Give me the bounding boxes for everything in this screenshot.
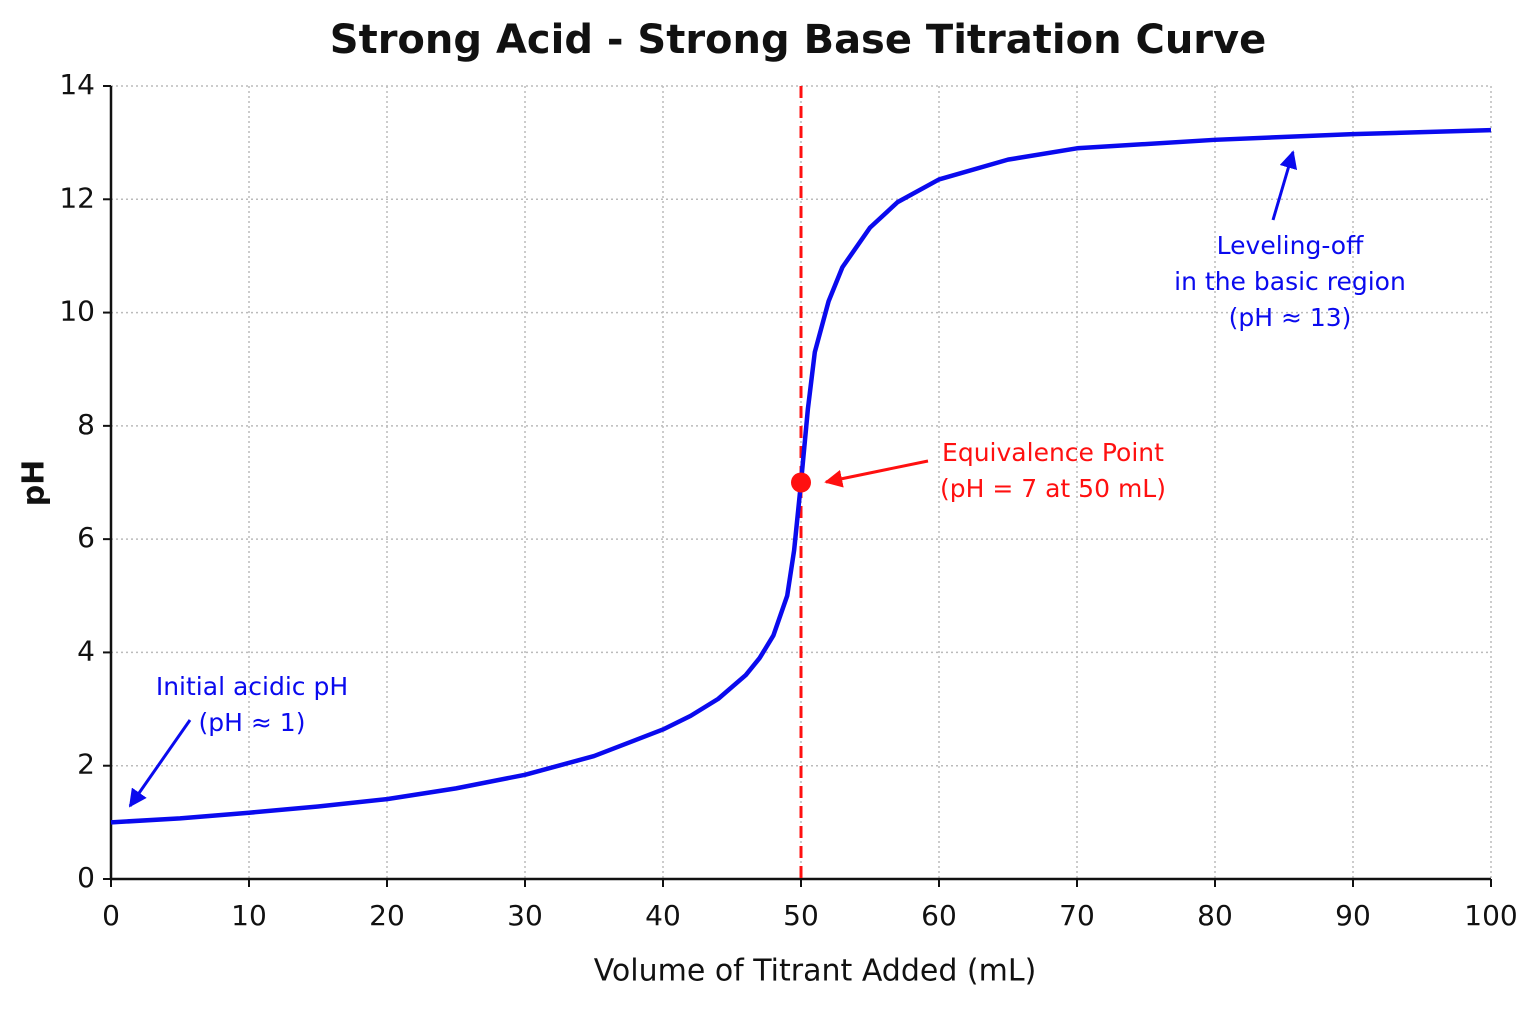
- x-tick-label: 70: [1059, 899, 1095, 932]
- x-tick-label: 20: [369, 899, 405, 932]
- x-tick-label: 30: [507, 899, 543, 932]
- x-tick-label: 0: [102, 899, 120, 932]
- titration-curve: [110, 127, 1492, 825]
- annotation-arrow: [1271, 150, 1298, 221]
- y-tick-label: 8: [77, 408, 95, 441]
- annotation-arrow: [824, 459, 929, 488]
- annotation-text: Equivalence Point: [942, 438, 1164, 467]
- y-tick-label: 4: [77, 634, 95, 667]
- y-tick-label: 6: [77, 521, 95, 554]
- x-axis-label: Volume of Titrant Added (mL): [594, 954, 1037, 989]
- y-tick-label: 14: [59, 68, 95, 101]
- annotation-arrow: [128, 719, 192, 808]
- annotation-text: (pH ≈ 1): [199, 708, 306, 737]
- chart-title: Strong Acid - Strong Base Titration Curv…: [330, 17, 1266, 63]
- y-axis-label: pH: [17, 460, 52, 507]
- y-tick-label: 0: [77, 861, 95, 894]
- annotation-text: (pH ≈ 13): [1229, 303, 1352, 332]
- x-tick-label: 60: [921, 899, 957, 932]
- x-tick-label: 100: [1464, 899, 1517, 932]
- x-tick-label: 90: [1335, 899, 1371, 932]
- annotation-text: in the basic region: [1174, 267, 1406, 296]
- x-tick-label: 40: [645, 899, 681, 932]
- annotation-text: Leveling-off: [1217, 231, 1364, 260]
- x-tick-label: 50: [783, 899, 819, 932]
- y-tick-label: 2: [77, 748, 95, 781]
- y-tick-label: 12: [59, 181, 95, 214]
- x-tick-label: 10: [231, 899, 267, 932]
- equivalence-point: [791, 472, 811, 493]
- annotation-text: Initial acidic pH: [156, 672, 348, 701]
- annotation-text: (pH = 7 at 50 mL): [940, 474, 1166, 503]
- x-tick-label: 80: [1197, 899, 1233, 932]
- y-tick-label: 10: [59, 295, 95, 328]
